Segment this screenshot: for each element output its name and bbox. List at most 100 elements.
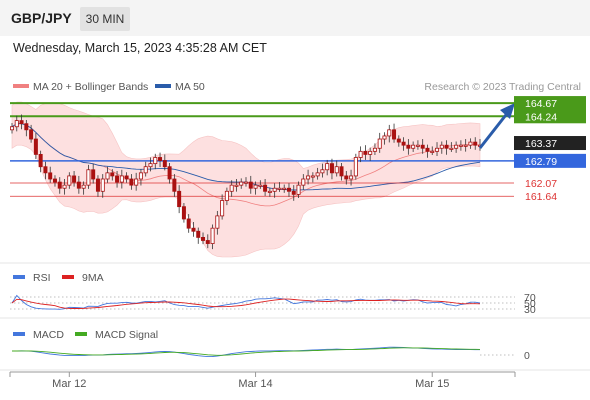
instrument-symbol: GBP/JPY xyxy=(11,10,72,26)
candle-body xyxy=(310,175,315,178)
candle-body xyxy=(172,178,177,192)
candle-body xyxy=(81,184,86,189)
x-axis: Mar 12 Mar 14 Mar 15 xyxy=(52,372,449,390)
candle-body xyxy=(272,187,277,192)
candle-body xyxy=(449,147,454,150)
candle-body xyxy=(100,178,105,192)
research-credit: Research © 2023 Trading Central xyxy=(424,81,581,93)
candle-body xyxy=(325,163,330,171)
candle-body xyxy=(444,144,449,149)
candle-body xyxy=(205,240,210,244)
macd-legend-label: MACD xyxy=(33,329,64,341)
current-price-tag xyxy=(514,136,586,151)
candle-body xyxy=(277,187,282,190)
candlestick-series xyxy=(9,114,482,250)
projection-arrow-shaft xyxy=(478,110,511,149)
candle-body xyxy=(286,187,291,192)
candle-body xyxy=(263,184,268,192)
candle-body xyxy=(363,150,368,155)
candle-body xyxy=(282,187,287,190)
candle-body xyxy=(124,175,129,180)
candle-body xyxy=(258,184,263,187)
candle-body xyxy=(191,227,196,232)
candle-body xyxy=(458,144,463,147)
candle-body xyxy=(320,169,325,174)
chart-datetime: Wednesday, March 15, 2023 4:35:28 AM CET xyxy=(13,41,267,55)
candle-body xyxy=(220,200,225,217)
rsi-legend-swatch xyxy=(13,275,25,279)
candle-body xyxy=(62,184,67,189)
resistance-tag xyxy=(514,109,586,124)
candle-body xyxy=(392,129,397,140)
candle-body xyxy=(315,172,320,177)
candle-body xyxy=(253,184,258,189)
rsi-legend-label: RSI xyxy=(33,272,51,284)
resistance-tag xyxy=(514,96,586,111)
macd-panel: 0 xyxy=(11,346,530,362)
pivot-tag xyxy=(514,153,586,168)
candle-body xyxy=(196,230,201,238)
candle-body xyxy=(19,120,24,125)
rsi-axis-label: 50 xyxy=(524,298,536,310)
candle-body xyxy=(368,150,373,155)
candle-body xyxy=(201,237,206,241)
projection-arrow-head xyxy=(500,103,515,119)
candle-body xyxy=(372,147,377,152)
candle-body xyxy=(239,181,244,186)
candle-body xyxy=(177,190,182,208)
candle-body xyxy=(115,175,120,183)
rsi-ma-line xyxy=(11,298,481,309)
candle-body xyxy=(401,141,406,146)
candle-body xyxy=(296,184,301,195)
candle-body xyxy=(158,157,163,161)
candle-body xyxy=(430,150,435,153)
candle-body xyxy=(334,166,339,174)
resistance-tag-label: 164.24 xyxy=(525,111,557,123)
timeframe-button[interactable]: 30 MIN xyxy=(80,7,130,31)
candle-body xyxy=(224,190,229,201)
candle-body xyxy=(382,135,387,140)
x-axis-tick-label: Mar 15 xyxy=(415,378,449,390)
candle-body xyxy=(105,172,110,180)
candle-body xyxy=(14,120,19,128)
candle-body xyxy=(306,175,311,180)
candle-body xyxy=(344,175,349,180)
candle-body xyxy=(143,166,148,174)
ma50-legend-label: MA 50 xyxy=(175,81,205,93)
candle-body xyxy=(33,138,38,155)
candle-body xyxy=(52,178,57,183)
candle-body xyxy=(377,138,382,149)
candle-body xyxy=(86,169,91,186)
candle-body xyxy=(95,178,100,192)
candle-body xyxy=(291,190,296,195)
macd-signal-legend-label: MACD Signal xyxy=(95,329,158,341)
candle-body xyxy=(353,157,358,177)
macd-legend-swatch xyxy=(13,332,25,336)
candle-body xyxy=(186,218,191,229)
candle-body xyxy=(415,144,420,147)
rsi-axis-label: 30 xyxy=(524,304,536,316)
candle-body xyxy=(215,215,220,229)
top-bar: GBP/JPY 30 MIN xyxy=(0,0,590,36)
candle-body xyxy=(349,175,354,180)
candle-body xyxy=(9,126,14,131)
x-axis-tick-label: Mar 12 xyxy=(52,378,86,390)
candle-body xyxy=(153,157,158,165)
candle-body xyxy=(243,181,248,184)
rsi-axis-label: 70 xyxy=(524,292,536,304)
candle-body xyxy=(29,129,34,140)
ma50-legend-swatch xyxy=(155,84,171,88)
candle-body xyxy=(420,144,425,149)
macd-line xyxy=(11,346,480,358)
candle-body xyxy=(181,206,186,220)
candle-body xyxy=(454,144,459,149)
candle-body xyxy=(129,178,134,186)
pivot-tag-label: 162.79 xyxy=(525,156,557,168)
macd-signal-legend-swatch xyxy=(75,332,87,336)
candle-body xyxy=(339,166,344,177)
candle-body xyxy=(134,178,139,186)
candle-body xyxy=(463,144,468,147)
